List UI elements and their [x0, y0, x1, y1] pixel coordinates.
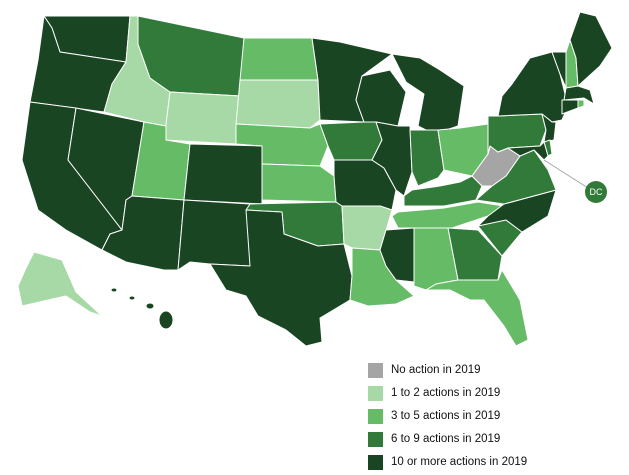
state-KS [261, 163, 337, 203]
state-CT [561, 99, 579, 115]
state-IL [371, 121, 413, 197]
legend-swatch [368, 454, 383, 470]
legend-swatch [368, 385, 383, 401]
state-MD [507, 141, 549, 161]
legend-item-10-plus: 10 or more actions in 2019 [368, 452, 618, 472]
legend-item-3-5: 3 to 5 actions in 2019 [368, 406, 618, 426]
hawaii-island-maui [145, 302, 155, 310]
legend-label: 6 to 9 actions in 2019 [391, 433, 501, 445]
state-AK [17, 251, 103, 317]
state-IA [319, 121, 383, 161]
legend-swatch [368, 431, 383, 447]
legend-label: No action in 2019 [391, 364, 481, 376]
map-legend: No action in 2019 1 to 2 actions in 2019… [368, 360, 618, 475]
state-WI [355, 69, 407, 127]
hawaii-island-big [158, 310, 174, 330]
dc-label: DC [590, 187, 603, 197]
hawaii-island-kauai [110, 287, 118, 293]
legend-label: 3 to 5 actions in 2019 [391, 410, 501, 422]
legend-label: 1 to 2 actions in 2019 [391, 387, 501, 399]
state-CO [183, 143, 263, 205]
state-RI [577, 99, 585, 109]
state-ME [569, 11, 613, 87]
state-GA [447, 227, 503, 281]
state-TX [209, 209, 353, 347]
dc-marker [585, 181, 607, 203]
state-HI [110, 287, 174, 330]
state-NJ [541, 113, 557, 143]
dc-leader-line [543, 159, 589, 189]
state-NM [177, 199, 251, 271]
legend-item-none: No action in 2019 [368, 360, 618, 380]
hawaii-island-oahu [128, 295, 136, 301]
legend-label: 10 or more actions in 2019 [391, 456, 528, 468]
legend-item-1-2: 1 to 2 actions in 2019 [368, 383, 618, 403]
legend-swatch [368, 362, 383, 378]
state-SD [235, 79, 321, 129]
legend-item-6-9: 6 to 9 actions in 2019 [368, 429, 618, 449]
state-WY [163, 91, 241, 145]
state-ND [239, 37, 319, 81]
state-FL [425, 269, 529, 347]
state-AZ [101, 195, 185, 271]
legend-swatch [368, 408, 383, 424]
